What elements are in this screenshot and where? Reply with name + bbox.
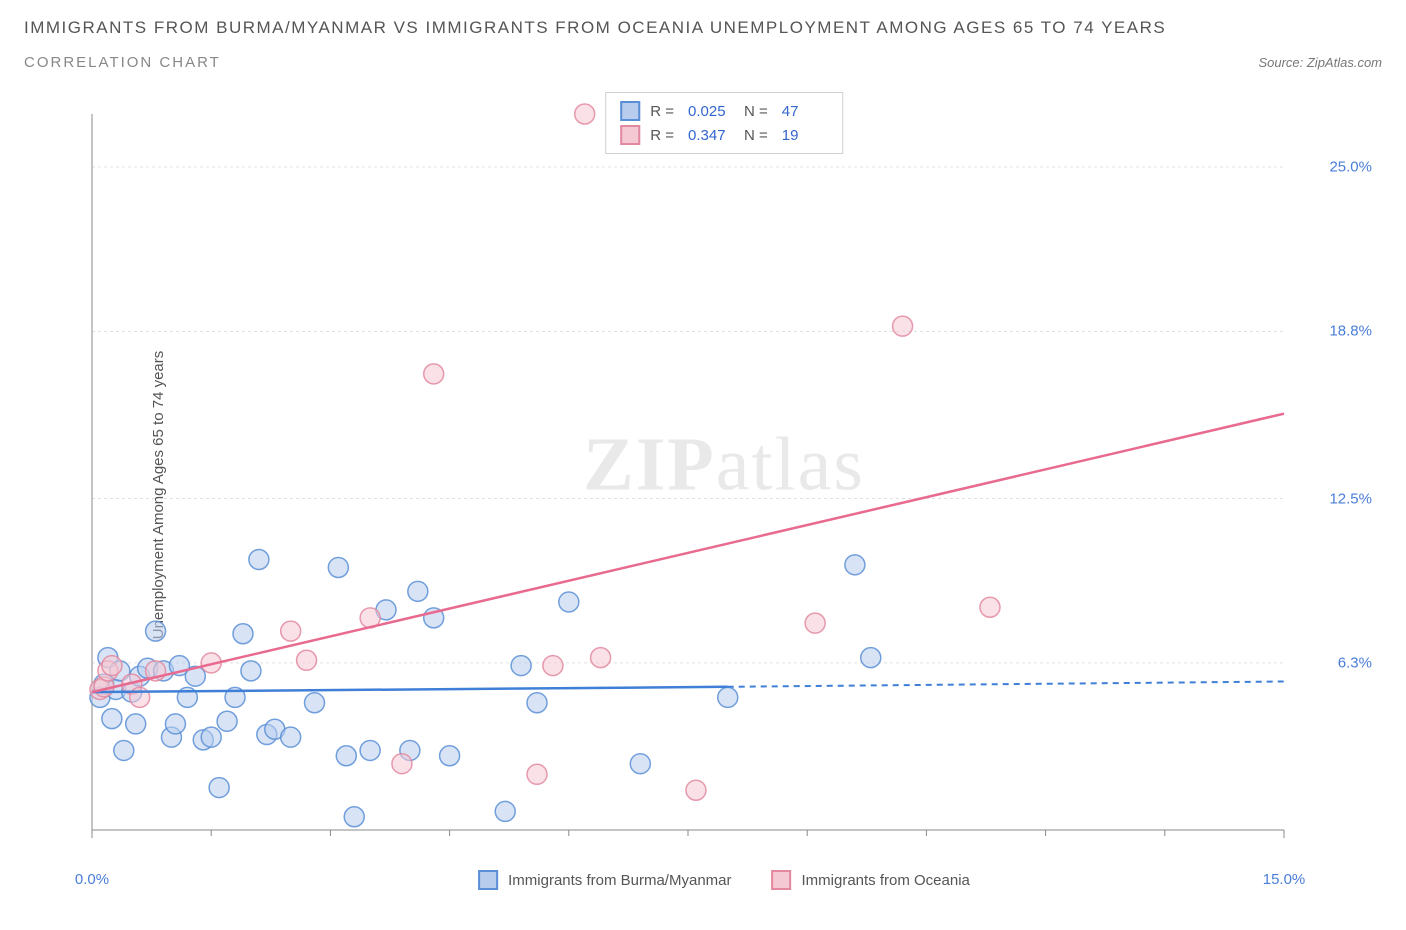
chart-subtitle: CORRELATION CHART [24,54,221,71]
plot-area: R =0.025N =47R =0.347N =19 ZIPatlas Immi… [84,100,1364,860]
r-label: R = [650,127,674,144]
y-tick-label: 25.0% [1329,159,1372,176]
legend-series-item: Immigrants from Oceania [771,870,969,890]
chart-container: Unemployment Among Ages 65 to 74 years R… [24,100,1382,890]
legend-series-label: Immigrants from Oceania [801,872,969,889]
n-value: 19 [782,127,828,144]
x-tick-label: 0.0% [75,871,109,888]
legend-series: Immigrants from Burma/Myanmar Immigrants … [478,870,970,890]
legend-series-label: Immigrants from Burma/Myanmar [508,872,731,889]
legend-stats: R = 0.025 N = 47 R = 0.347 N = 19 [605,92,843,154]
r-label: R = [650,103,674,120]
n-value: 47 [782,103,828,120]
legend-swatch-icon [620,125,640,145]
n-label: N = [744,103,768,120]
y-tick-label: 18.8% [1329,323,1372,340]
y-tick-label: 12.5% [1329,490,1372,507]
x-tick-label: 15.0% [1263,871,1306,888]
r-value: 0.025 [688,103,734,120]
legend-swatch-icon [478,870,498,890]
source-label: Source: ZipAtlas.com [1258,55,1382,70]
legend-series-item: Immigrants from Burma/Myanmar [478,870,731,890]
y-tick-label: 6.3% [1338,654,1372,671]
legend-swatch-icon [620,101,640,121]
n-label: N = [744,127,768,144]
legend-swatch-icon [771,870,791,890]
legend-stats-row: R = 0.347 N = 19 [620,123,828,147]
legend-stats-row: R = 0.025 N = 47 [620,99,828,123]
scatter-chart-svg [84,100,1364,860]
r-value: 0.347 [688,127,734,144]
chart-title: IMMIGRANTS FROM BURMA/MYANMAR VS IMMIGRA… [24,18,1382,38]
